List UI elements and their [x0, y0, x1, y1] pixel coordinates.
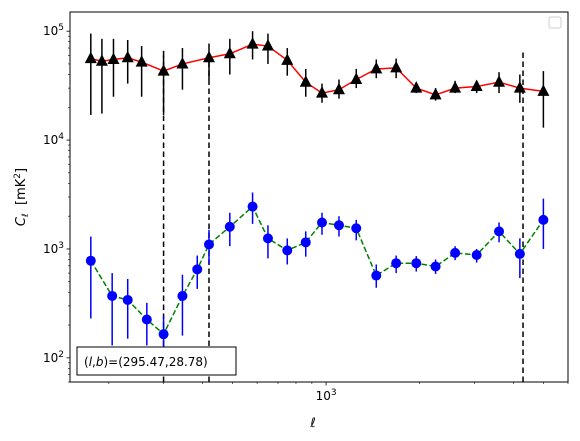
series-triangles [84, 31, 550, 128]
triangle-marker [537, 84, 550, 96]
plot-area [84, 31, 550, 382]
circle-marker [158, 329, 169, 340]
triangle-marker [107, 52, 120, 64]
circle-marker [192, 264, 203, 275]
triangle-marker [95, 54, 108, 66]
y-axis-label: Cℓ [mK2] [13, 168, 31, 226]
annotation-text: (l,b)=(295.47,28.78) [84, 355, 208, 369]
circle-marker [262, 233, 273, 244]
circle-marker [391, 258, 402, 269]
triangle-marker [157, 64, 170, 76]
triangle-marker [470, 79, 483, 92]
series-circles [85, 192, 549, 363]
legend-box [548, 16, 562, 29]
triangle-marker [315, 86, 328, 98]
axis-ticks [66, 30, 569, 386]
circle-marker [450, 247, 461, 258]
circle-marker [177, 290, 188, 301]
triangle-marker [261, 39, 274, 51]
triangle-marker [299, 75, 312, 87]
triangle-marker [246, 37, 259, 49]
circle-marker [85, 255, 96, 266]
circle-marker [247, 201, 258, 212]
circle-marker [282, 245, 293, 256]
circle-marker [371, 270, 382, 281]
triangle-marker [121, 50, 134, 63]
annotation-frame [76, 346, 237, 376]
circle-marker [203, 239, 214, 250]
triangle-marker [429, 87, 442, 100]
triangle-marker [176, 56, 189, 69]
triangle-marker [410, 81, 423, 93]
triangle-marker [513, 81, 526, 93]
triangle-marker [370, 61, 383, 74]
circle-marker [316, 217, 327, 228]
triangle-marker [223, 46, 236, 59]
circle-marker [333, 220, 344, 231]
triangle-marker [350, 72, 363, 84]
triangle-marker [390, 60, 403, 73]
triangle-marker [493, 75, 506, 87]
circle-marker [107, 290, 118, 301]
triangle-marker [281, 53, 294, 65]
circle-marker [141, 314, 152, 325]
circle-marker [351, 223, 362, 234]
circle-marker [494, 226, 505, 237]
triangle-marker [135, 55, 148, 67]
triangle-marker [332, 82, 345, 95]
circle-marker [514, 248, 525, 259]
triangle-marker [202, 50, 215, 63]
triangle-marker [84, 51, 97, 64]
circle-marker [538, 214, 549, 225]
x-axis-label: ℓ [309, 416, 315, 431]
circle-marker [300, 237, 311, 248]
legend [548, 16, 562, 29]
triangle-marker [449, 81, 462, 93]
annotation-box: (l,b)=(295.47,28.78) [76, 346, 237, 376]
circle-marker [411, 258, 422, 269]
circle-marker [471, 249, 482, 260]
circle-marker [430, 261, 441, 272]
circle-marker [224, 221, 235, 232]
circle-marker [122, 294, 133, 305]
